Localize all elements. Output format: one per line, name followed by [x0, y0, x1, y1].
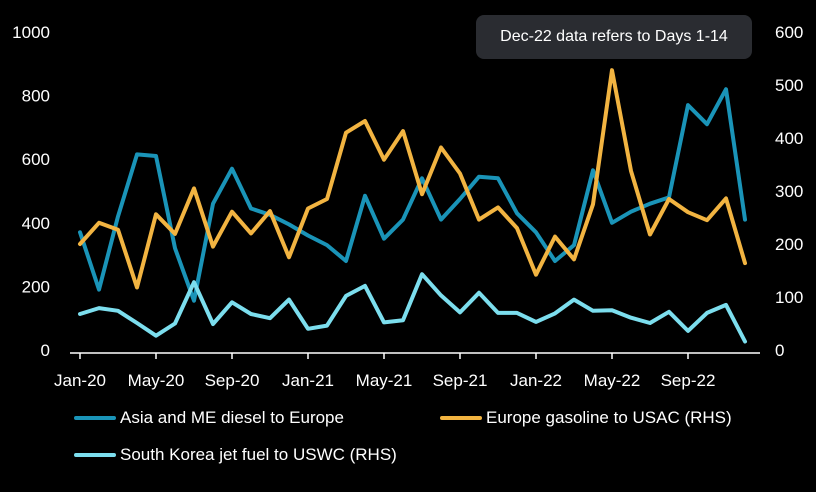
legend-item-diesel: Asia and ME diesel to Europe: [74, 408, 344, 428]
x-tick-label: Sep-22: [661, 371, 716, 390]
x-axis-labels: Jan-20 May-20 Sep-20 Jan-21 May-21 Sep-21 Jan-…: [54, 371, 715, 390]
series-line-jet-fuel: [78, 272, 747, 344]
annotation-text: Dec-22 data refers to Days 1-14: [500, 28, 728, 45]
x-axis-tick-marks: [79, 353, 689, 359]
right-tick-label: 100: [775, 288, 803, 307]
right-tick-label: 600: [775, 23, 803, 42]
legend-label-gasoline: Europe gasoline to USAC (RHS): [486, 408, 732, 427]
series-line-gasoline: [78, 68, 747, 290]
x-tick-label: Jan-22: [510, 371, 562, 390]
right-tick-label: 400: [775, 129, 803, 148]
left-tick-label: 0: [41, 341, 50, 360]
x-tick-label: May-21: [356, 371, 413, 390]
left-tick-label: 800: [22, 87, 50, 106]
right-axis-ticks: 0 100 200 300 400 500 600: [775, 23, 803, 360]
x-tick-label: May-22: [584, 371, 641, 390]
legend-label-jet-fuel: South Korea jet fuel to USWC (RHS): [120, 445, 397, 464]
x-tick-label: Jan-20: [54, 371, 106, 390]
left-tick-label: 600: [22, 150, 50, 169]
series-lines: [78, 68, 747, 344]
annotation-box: Dec-22 data refers to Days 1-14: [476, 15, 752, 59]
legend-item-gasoline: Europe gasoline to USAC (RHS): [440, 408, 732, 428]
right-tick-label: 0: [775, 341, 784, 360]
legend-label-diesel: Asia and ME diesel to Europe: [120, 408, 344, 427]
x-tick-label: Jan-21: [282, 371, 334, 390]
left-axis-ticks: 0 200 400 600 800 1000: [12, 23, 50, 360]
x-tick-label: Sep-21: [433, 371, 488, 390]
right-tick-label: 200: [775, 235, 803, 254]
x-tick-label: Sep-20: [205, 371, 260, 390]
x-tick-label: May-20: [128, 371, 185, 390]
left-tick-label: 200: [22, 277, 50, 296]
left-tick-label: 1000: [12, 23, 50, 42]
right-tick-label: 300: [775, 182, 803, 201]
legend-swatch-jet-fuel: [74, 453, 116, 457]
legend-swatch-diesel: [74, 416, 116, 420]
series-line-diesel: [78, 87, 747, 303]
legend-swatch-gasoline: [440, 416, 482, 420]
right-tick-label: 500: [775, 76, 803, 95]
line-chart: 0 200 400 600 800 1000 0 100 200 300 400 500 600 Ja…: [12, 23, 803, 390]
legend-item-jet-fuel: South Korea jet fuel to USWC (RHS): [74, 445, 397, 465]
left-tick-label: 400: [22, 214, 50, 233]
